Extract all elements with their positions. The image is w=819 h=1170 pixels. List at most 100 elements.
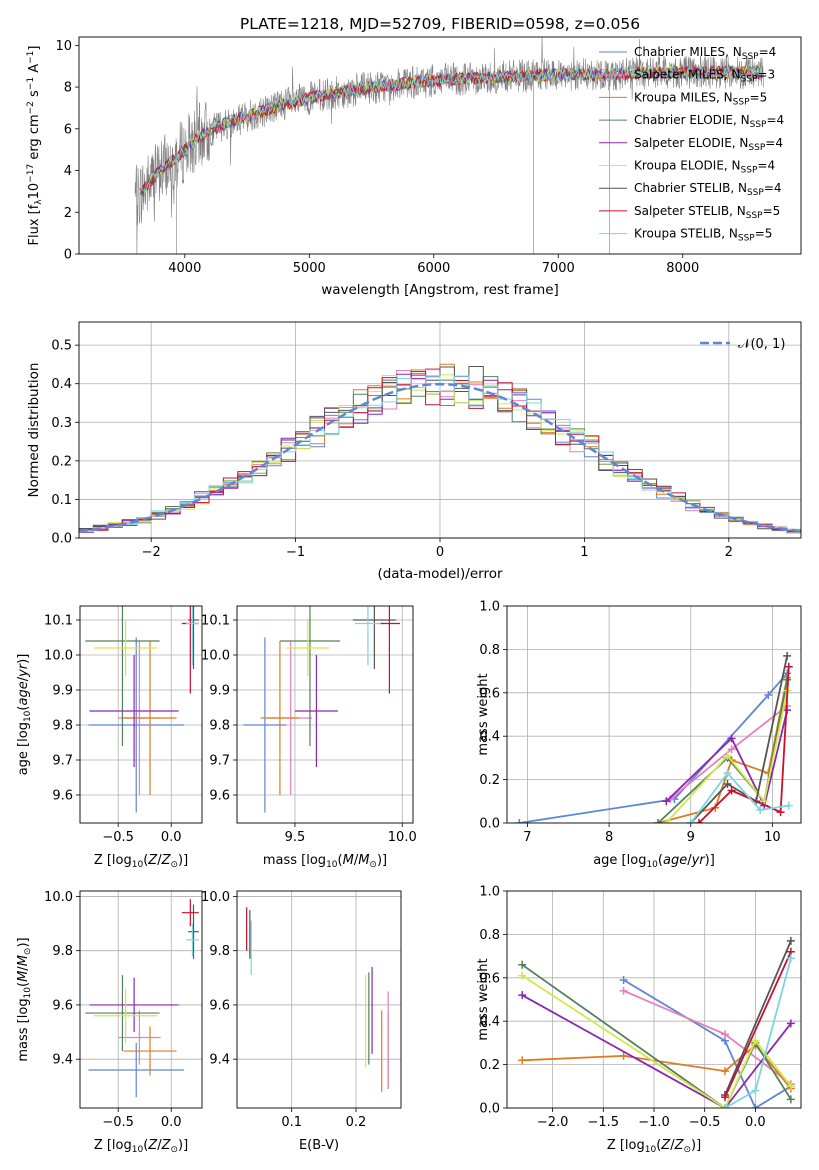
axes-frame	[78, 321, 802, 539]
y-tick-label: 9.9	[209, 684, 230, 699]
legend-text: Kroupa ELODIE, N	[634, 159, 741, 173]
axes-frame	[79, 890, 203, 1109]
x-tick-label: 7	[523, 830, 531, 845]
y-tick-label: 0.6	[479, 686, 500, 701]
x-tick-label: 6000	[417, 261, 450, 276]
y-tick-label: 9.8	[209, 719, 230, 734]
y-tick-label: 0.2	[51, 454, 72, 469]
marker-kroupa-stelib	[723, 769, 732, 778]
x-tick-label: 4000	[168, 261, 201, 276]
chart-weight-vs-z: −2.0 −1.5 −1.0 −0.5 0.0 0.0 0.2 0.4 0.6 0.8 1.0 Z […	[476, 885, 802, 1155]
y-axis-label: mass weight	[476, 673, 491, 755]
axes-frame	[79, 605, 203, 824]
y-tick-label: 1.0	[479, 600, 500, 615]
marker-salpeter-stelib	[727, 786, 736, 795]
legend-suffix: =4	[764, 181, 782, 195]
x-tick-label: −1.0	[638, 1115, 670, 1130]
marker-chabrier-stelib	[786, 936, 795, 945]
plot-area	[237, 891, 401, 1108]
legend-entry: Salpeter ELODIE, NSSP=4	[634, 136, 783, 153]
axes-frame	[506, 605, 802, 824]
x-tick-label: 0.1	[281, 1115, 302, 1130]
legend-entry: Kroupa ELODIE, NSSP=4	[634, 159, 775, 176]
x-axis-label: Z [log10(Z/Z⊙)]	[607, 1138, 701, 1155]
x-tick-label: 1	[580, 545, 588, 560]
weight-line-kroupa-stelib	[690, 771, 789, 823]
y-tick-label: 9.6	[209, 998, 230, 1013]
legend-text: Chabrier ELODIE, N	[634, 113, 750, 127]
legend-entry: Salpeter MILES, NSSP=3	[634, 68, 775, 85]
axes-frame	[236, 890, 402, 1109]
marker-chabrier-miles	[751, 1104, 760, 1108]
marker-chabrier-stelib	[723, 779, 732, 788]
y-tick-label: 9.7	[209, 754, 230, 769]
weight-line-chabrier-miles	[519, 672, 788, 823]
legend-text: Salpeter ELODIE, N	[634, 136, 748, 150]
marker-chabrier-miles	[515, 819, 524, 823]
y-tick-label: 10.0	[44, 890, 73, 905]
y-tick-label: 0.3	[51, 416, 72, 431]
weight-line-kroupa-elodie	[521, 974, 792, 1108]
y-tick-label: 6	[64, 122, 72, 137]
marker-kroupa-stelib	[786, 954, 795, 963]
spectrum-legend: Chabrier MILES, NSSP=4 Salpeter MILES, NS…	[599, 45, 784, 244]
plot-area	[80, 606, 202, 823]
marker-kroupa-stelib	[720, 1104, 729, 1108]
x-tick-label: −1.5	[588, 1115, 620, 1130]
y-tick-label: 9.8	[52, 719, 73, 734]
x-tick-label: 2	[725, 545, 733, 560]
y-tick-label: 10.1	[201, 614, 230, 629]
y-tick-label: 2	[64, 206, 72, 221]
legend-entry: Chabrier MILES, NSSP=4	[634, 45, 776, 62]
x-tick-label: 0.2	[346, 1115, 367, 1130]
plot-area	[134, 37, 764, 254]
chart-mass-vs-z: −0.5 0.0 9.4 9.6 9.8 10.0 Z [log10(Z/Z⊙)] mass …	[16, 890, 203, 1155]
y-tick-label: 10.0	[201, 649, 230, 664]
marker-chabrier-elodie	[518, 960, 527, 969]
marker-salpeter-elodie	[786, 1019, 795, 1028]
marker-kroupa-stelib	[756, 805, 765, 814]
x-tick-label: 9.5	[285, 830, 306, 845]
y-tick-label: 10	[55, 39, 72, 54]
y-tick-label: 0.6	[479, 971, 500, 986]
legend-subscript: SSP	[741, 75, 758, 85]
marker-chabrier-stelib	[783, 651, 792, 660]
x-tick-label: 9	[687, 830, 695, 845]
y-tick-label: 0.0	[479, 1102, 500, 1117]
legend-text: Chabrier STELIB, N	[634, 181, 747, 195]
legend-entry: Chabrier STELIB, NSSP=4	[634, 181, 782, 198]
marker-kroupa-stelib	[751, 1086, 760, 1095]
y-axis-label: mass weight	[476, 958, 491, 1040]
x-axis-label: (data-model)/error	[377, 566, 503, 582]
weight-line-chabrier-stelib	[690, 655, 788, 823]
y-tick-label: 9.6	[52, 998, 73, 1013]
x-tick-label: 8000	[666, 261, 699, 276]
weight-line-salpeter-stelib	[724, 951, 792, 1098]
x-tick-label: −1	[286, 545, 305, 560]
x-tick-label: 8	[605, 830, 613, 845]
x-axis-label: mass [log10(M/M⊙)]	[263, 853, 387, 870]
legend-suffix: =4	[759, 45, 777, 59]
x-tick-label: −0.5	[102, 830, 134, 845]
y-tick-label: 0.5	[51, 339, 72, 354]
y-tick-label: 0	[64, 248, 72, 263]
weight-line-salpeter-elodie	[665, 709, 788, 809]
y-tick-label: 4	[64, 164, 72, 179]
marker-kroupa-stelib	[686, 819, 695, 823]
x-tick-label: 10.0	[388, 830, 417, 845]
chart-residuals: −2 −1 0 1 2 0.0 0.1 0.2 0.3 0.4 0.5 𝒩(0, 1) (data-mo…	[26, 321, 802, 582]
x-tick-label: −2.0	[537, 1115, 569, 1130]
y-tick-label: 0.2	[479, 773, 500, 788]
x-tick-label: 0.0	[745, 1115, 766, 1130]
plot-area	[80, 891, 202, 1108]
x-tick-label: 7000	[542, 261, 575, 276]
legend-entry: Salpeter STELIB, NSSP=5	[634, 204, 780, 221]
chart-weight-vs-age: 7 8 9 10 0.0 0.2 0.4 0.6 0.8 1.0 age [log10(age/yr…	[476, 600, 802, 870]
weight-line-kroupa-elodie	[665, 690, 788, 823]
y-tick-label: 9.8	[209, 944, 230, 959]
x-tick-label: 0.0	[161, 830, 182, 845]
marker-kroupa-elodie	[786, 1082, 795, 1091]
marker-chabrier-elodie	[786, 1095, 795, 1104]
marker-kroupa-miles	[619, 1051, 628, 1060]
